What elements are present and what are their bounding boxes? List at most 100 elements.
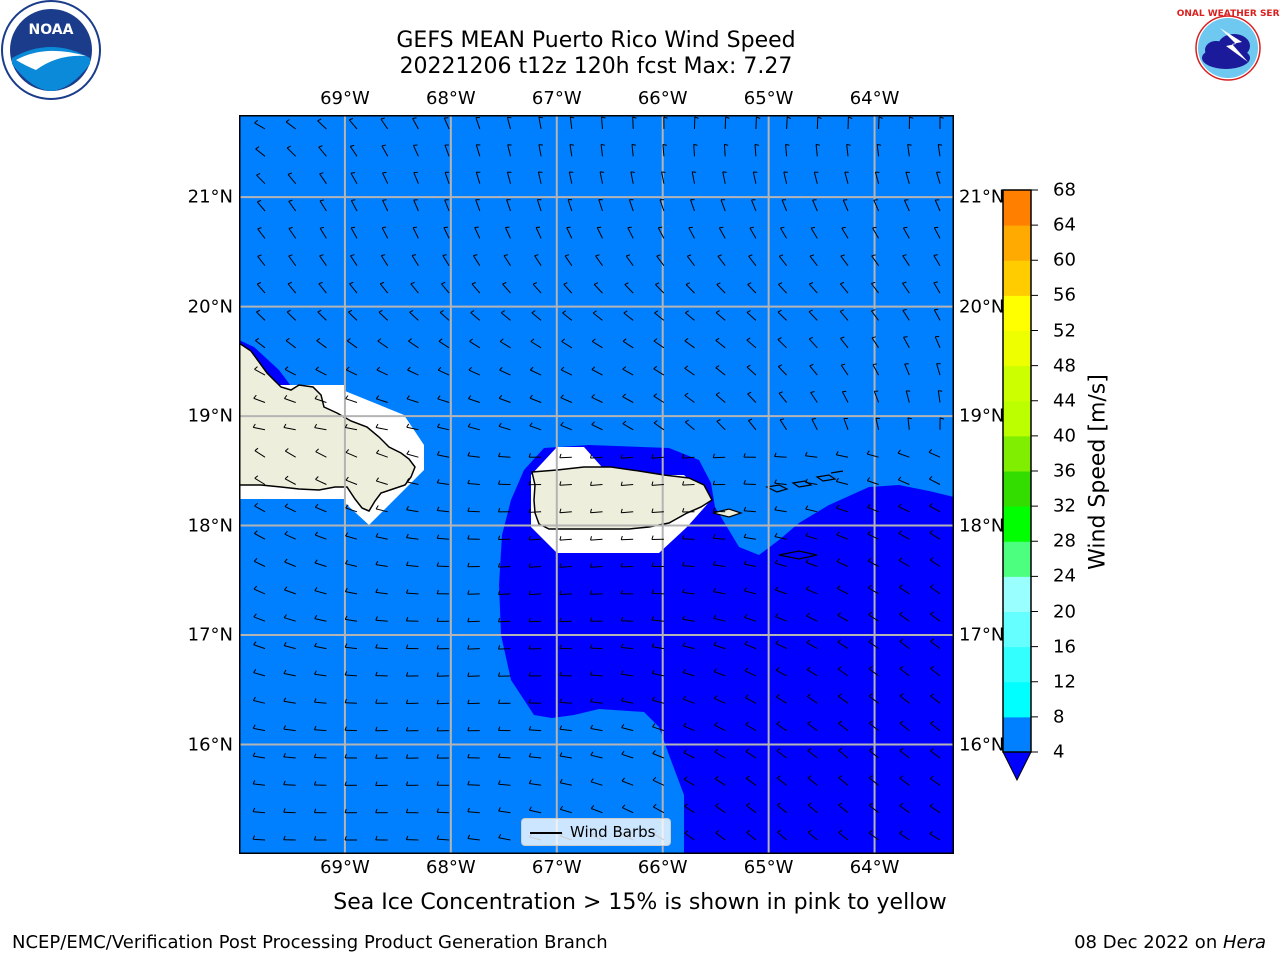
wind-barb-flag bbox=[319, 226, 325, 229]
wind-barb bbox=[314, 673, 327, 677]
wind-barb-flag bbox=[498, 699, 501, 704]
colorbar-segment bbox=[1003, 260, 1031, 296]
wind-barb-flag bbox=[654, 310, 659, 314]
wind-barb bbox=[655, 284, 665, 294]
lat-label-left: 19°N bbox=[187, 405, 233, 427]
wind-barb bbox=[807, 777, 818, 786]
wind-barb-flag bbox=[836, 558, 841, 562]
colorbar-segment bbox=[1003, 365, 1031, 402]
wind-barb bbox=[778, 392, 787, 403]
wind-barb bbox=[284, 398, 296, 403]
wind-barb-flag bbox=[869, 747, 873, 751]
wind-barb-flag bbox=[471, 282, 476, 285]
wind-barb-flag bbox=[807, 720, 812, 724]
colorbar-tick-label: 40 bbox=[1053, 425, 1076, 447]
wind-barb-flag bbox=[314, 614, 318, 619]
wind-barb-flag bbox=[254, 119, 259, 124]
wind-barb bbox=[929, 505, 941, 513]
wind-barb bbox=[437, 369, 450, 376]
colorbar-segment bbox=[1003, 646, 1031, 683]
wind-barb bbox=[256, 201, 266, 212]
wind-barb-flag bbox=[283, 614, 287, 618]
wind-barb-flag bbox=[868, 611, 873, 616]
wind-barb-flag bbox=[837, 639, 842, 643]
wind-barb bbox=[898, 506, 910, 513]
wind-barb bbox=[568, 171, 573, 184]
wind-barb-flag bbox=[345, 449, 350, 453]
wind-barb bbox=[632, 116, 634, 130]
wind-barb-flag bbox=[714, 722, 718, 726]
wind-barb-flag bbox=[621, 804, 626, 809]
wind-barb-flag bbox=[499, 338, 504, 342]
wind-barb bbox=[375, 508, 388, 513]
wind-barb-flag bbox=[929, 775, 934, 779]
wind-barb bbox=[284, 478, 296, 485]
wind-barb bbox=[899, 586, 910, 595]
wind-barb-flag bbox=[684, 365, 689, 369]
wind-barb bbox=[254, 477, 266, 485]
wind-barb-flag bbox=[409, 309, 414, 313]
wind-barb bbox=[283, 700, 296, 704]
colorbar-segment bbox=[1003, 716, 1031, 753]
wind-barb-flag bbox=[467, 807, 470, 812]
wind-barb bbox=[836, 507, 849, 513]
wind-barb bbox=[377, 340, 388, 349]
wind-barb bbox=[467, 648, 480, 650]
wind-barb-flag bbox=[405, 589, 409, 594]
wind-barb bbox=[345, 451, 358, 458]
wind-barb bbox=[651, 672, 665, 677]
wind-barb bbox=[682, 456, 695, 459]
wind-barb bbox=[599, 171, 603, 184]
wind-barb bbox=[412, 145, 419, 157]
wind-barb bbox=[253, 397, 266, 403]
nws-logo-text: NATIONAL WEATHER SERVICE bbox=[1176, 9, 1280, 19]
wind-barb bbox=[559, 701, 572, 704]
wind-barb bbox=[406, 481, 419, 485]
wind-barb-flag bbox=[807, 775, 812, 779]
lon-label-top: 65°W bbox=[743, 88, 794, 109]
wind-barb bbox=[937, 144, 941, 157]
colorbar-segment bbox=[1003, 506, 1031, 542]
wind-barb bbox=[569, 117, 573, 130]
wind-barb-flag bbox=[569, 144, 575, 146]
wind-barb-flag bbox=[314, 587, 318, 591]
wind-barb-flag bbox=[284, 558, 288, 563]
wind-barb bbox=[287, 283, 297, 294]
wind-barb bbox=[685, 284, 695, 294]
wind-barb-flag bbox=[897, 449, 901, 454]
wind-barb bbox=[472, 255, 481, 266]
wind-barb-flag bbox=[620, 535, 623, 540]
wind-barb-flag bbox=[776, 721, 781, 725]
wind-barb-flag bbox=[653, 420, 658, 424]
wind-barb-flag bbox=[468, 366, 472, 371]
wind-barb-flag bbox=[746, 364, 751, 368]
wind-barb-flag bbox=[748, 418, 753, 421]
wind-barb-flag bbox=[255, 337, 260, 341]
wind-barb-flag bbox=[622, 366, 627, 370]
wind-barb bbox=[936, 363, 941, 376]
wind-barb bbox=[868, 777, 879, 786]
wind-barb bbox=[836, 454, 849, 458]
wind-barb bbox=[499, 397, 511, 403]
wind-barb bbox=[897, 452, 910, 458]
colorbar-tick-label: 8 bbox=[1053, 706, 1065, 728]
wind-barb bbox=[715, 832, 726, 841]
wind-barb-flag bbox=[381, 144, 386, 147]
wind-barb bbox=[816, 116, 819, 130]
wind-barb-flag bbox=[868, 666, 873, 670]
wind-barb bbox=[316, 340, 327, 349]
wind-barb bbox=[841, 227, 849, 239]
wind-barb-flag bbox=[349, 117, 354, 121]
wind-barb-flag bbox=[591, 338, 596, 342]
wind-barb-flag bbox=[632, 116, 637, 119]
wind-barb bbox=[781, 199, 788, 212]
wind-barb-flag bbox=[345, 366, 350, 371]
wind-barb-flag bbox=[288, 199, 293, 202]
wind-barb-flag bbox=[725, 116, 730, 119]
wind-barb-flag bbox=[319, 172, 324, 175]
wind-barb-flag bbox=[528, 535, 531, 541]
wind-barb bbox=[840, 255, 849, 266]
wind-barb bbox=[651, 592, 664, 595]
wind-barb-flag bbox=[284, 475, 289, 480]
puerto-rico-land bbox=[531, 466, 713, 530]
